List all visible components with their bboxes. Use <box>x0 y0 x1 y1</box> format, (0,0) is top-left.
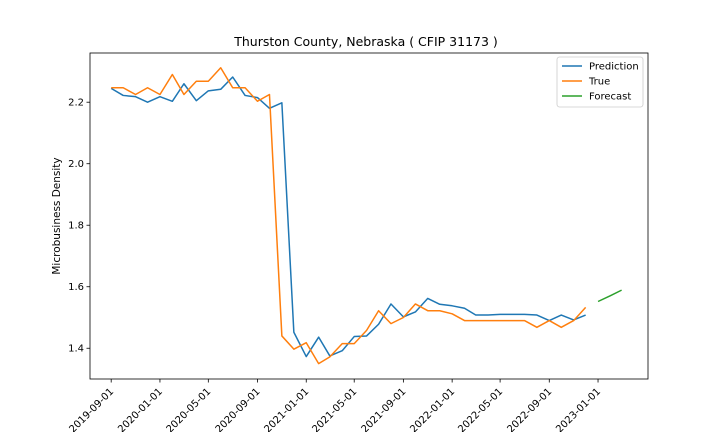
series-line-true <box>111 67 587 365</box>
legend-box <box>556 56 644 108</box>
y-tick-label: 1.6 <box>68 282 84 293</box>
legend-label: Prediction <box>589 62 639 73</box>
x-tick-label: 2023-01-01 <box>554 386 603 432</box>
y-tick-label: 2.2 <box>68 98 84 109</box>
legend-label: Forecast <box>589 92 631 103</box>
plot-area <box>89 52 649 380</box>
series-layer <box>110 67 622 365</box>
chart-title: Thurston County, Nebraska ( CFIP 31173 ) <box>233 34 498 49</box>
x-tick-label: 2022-09-01 <box>506 386 555 432</box>
x-axis: 2019-09-01 2020-01-01 2020-05-01 2020-09-01… <box>67 379 603 432</box>
y-tick-label: 2.0 <box>68 159 84 170</box>
x-tick-label: 2022-05-01 <box>456 386 505 432</box>
legend-label: True <box>588 77 610 88</box>
x-tick-label: 2019-09-01 <box>67 386 116 432</box>
x-tick-label: 2020-05-01 <box>165 386 214 432</box>
x-tick-label: 2020-09-01 <box>214 386 263 432</box>
series-line-prediction <box>110 76 586 358</box>
x-tick-label: 2020-01-01 <box>116 386 165 432</box>
series-line-forecast <box>597 289 622 303</box>
x-tick-label: 2021-01-01 <box>262 386 311 432</box>
x-tick-label: 2021-09-01 <box>360 386 409 432</box>
y-tick-label: 1.8 <box>68 221 84 232</box>
x-tick-label: 2022-01-01 <box>408 386 457 432</box>
legend: Prediction True Forecast <box>556 56 644 108</box>
x-tick-label: 2021-05-01 <box>310 386 359 432</box>
y-axis: 1.4 1.6 1.8 2.0 2.2 <box>68 98 90 355</box>
y-axis-label: Microbusiness Density <box>51 157 63 274</box>
y-tick-label: 1.4 <box>68 344 84 355</box>
